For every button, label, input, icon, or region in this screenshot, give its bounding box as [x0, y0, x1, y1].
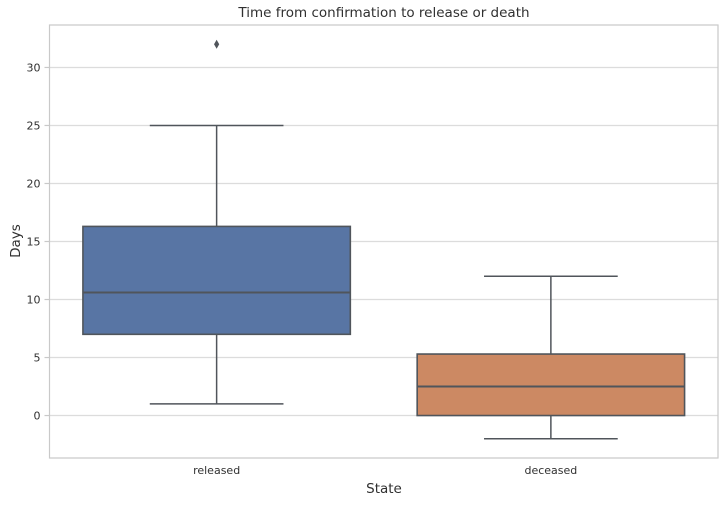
x-axis-label: State: [366, 481, 402, 497]
y-tick-label: 0: [34, 410, 41, 423]
y-tick-label: 10: [27, 294, 41, 307]
chart-title: Time from confirmation to release or dea…: [238, 5, 530, 21]
box-released: [82, 225, 352, 336]
x-tick-label-released: released: [193, 464, 240, 477]
y-tick-label: 25: [27, 119, 41, 132]
y-tick-label: 15: [27, 236, 41, 249]
y-tick-label: 20: [27, 177, 41, 190]
y-tick-label: 30: [27, 61, 41, 74]
x-tick-label-deceased: deceased: [524, 464, 577, 477]
outlier-marker-released: [214, 39, 220, 49]
y-tick-label: 5: [34, 352, 41, 365]
axes-border: [48, 24, 719, 459]
box-deceased: [416, 353, 686, 417]
